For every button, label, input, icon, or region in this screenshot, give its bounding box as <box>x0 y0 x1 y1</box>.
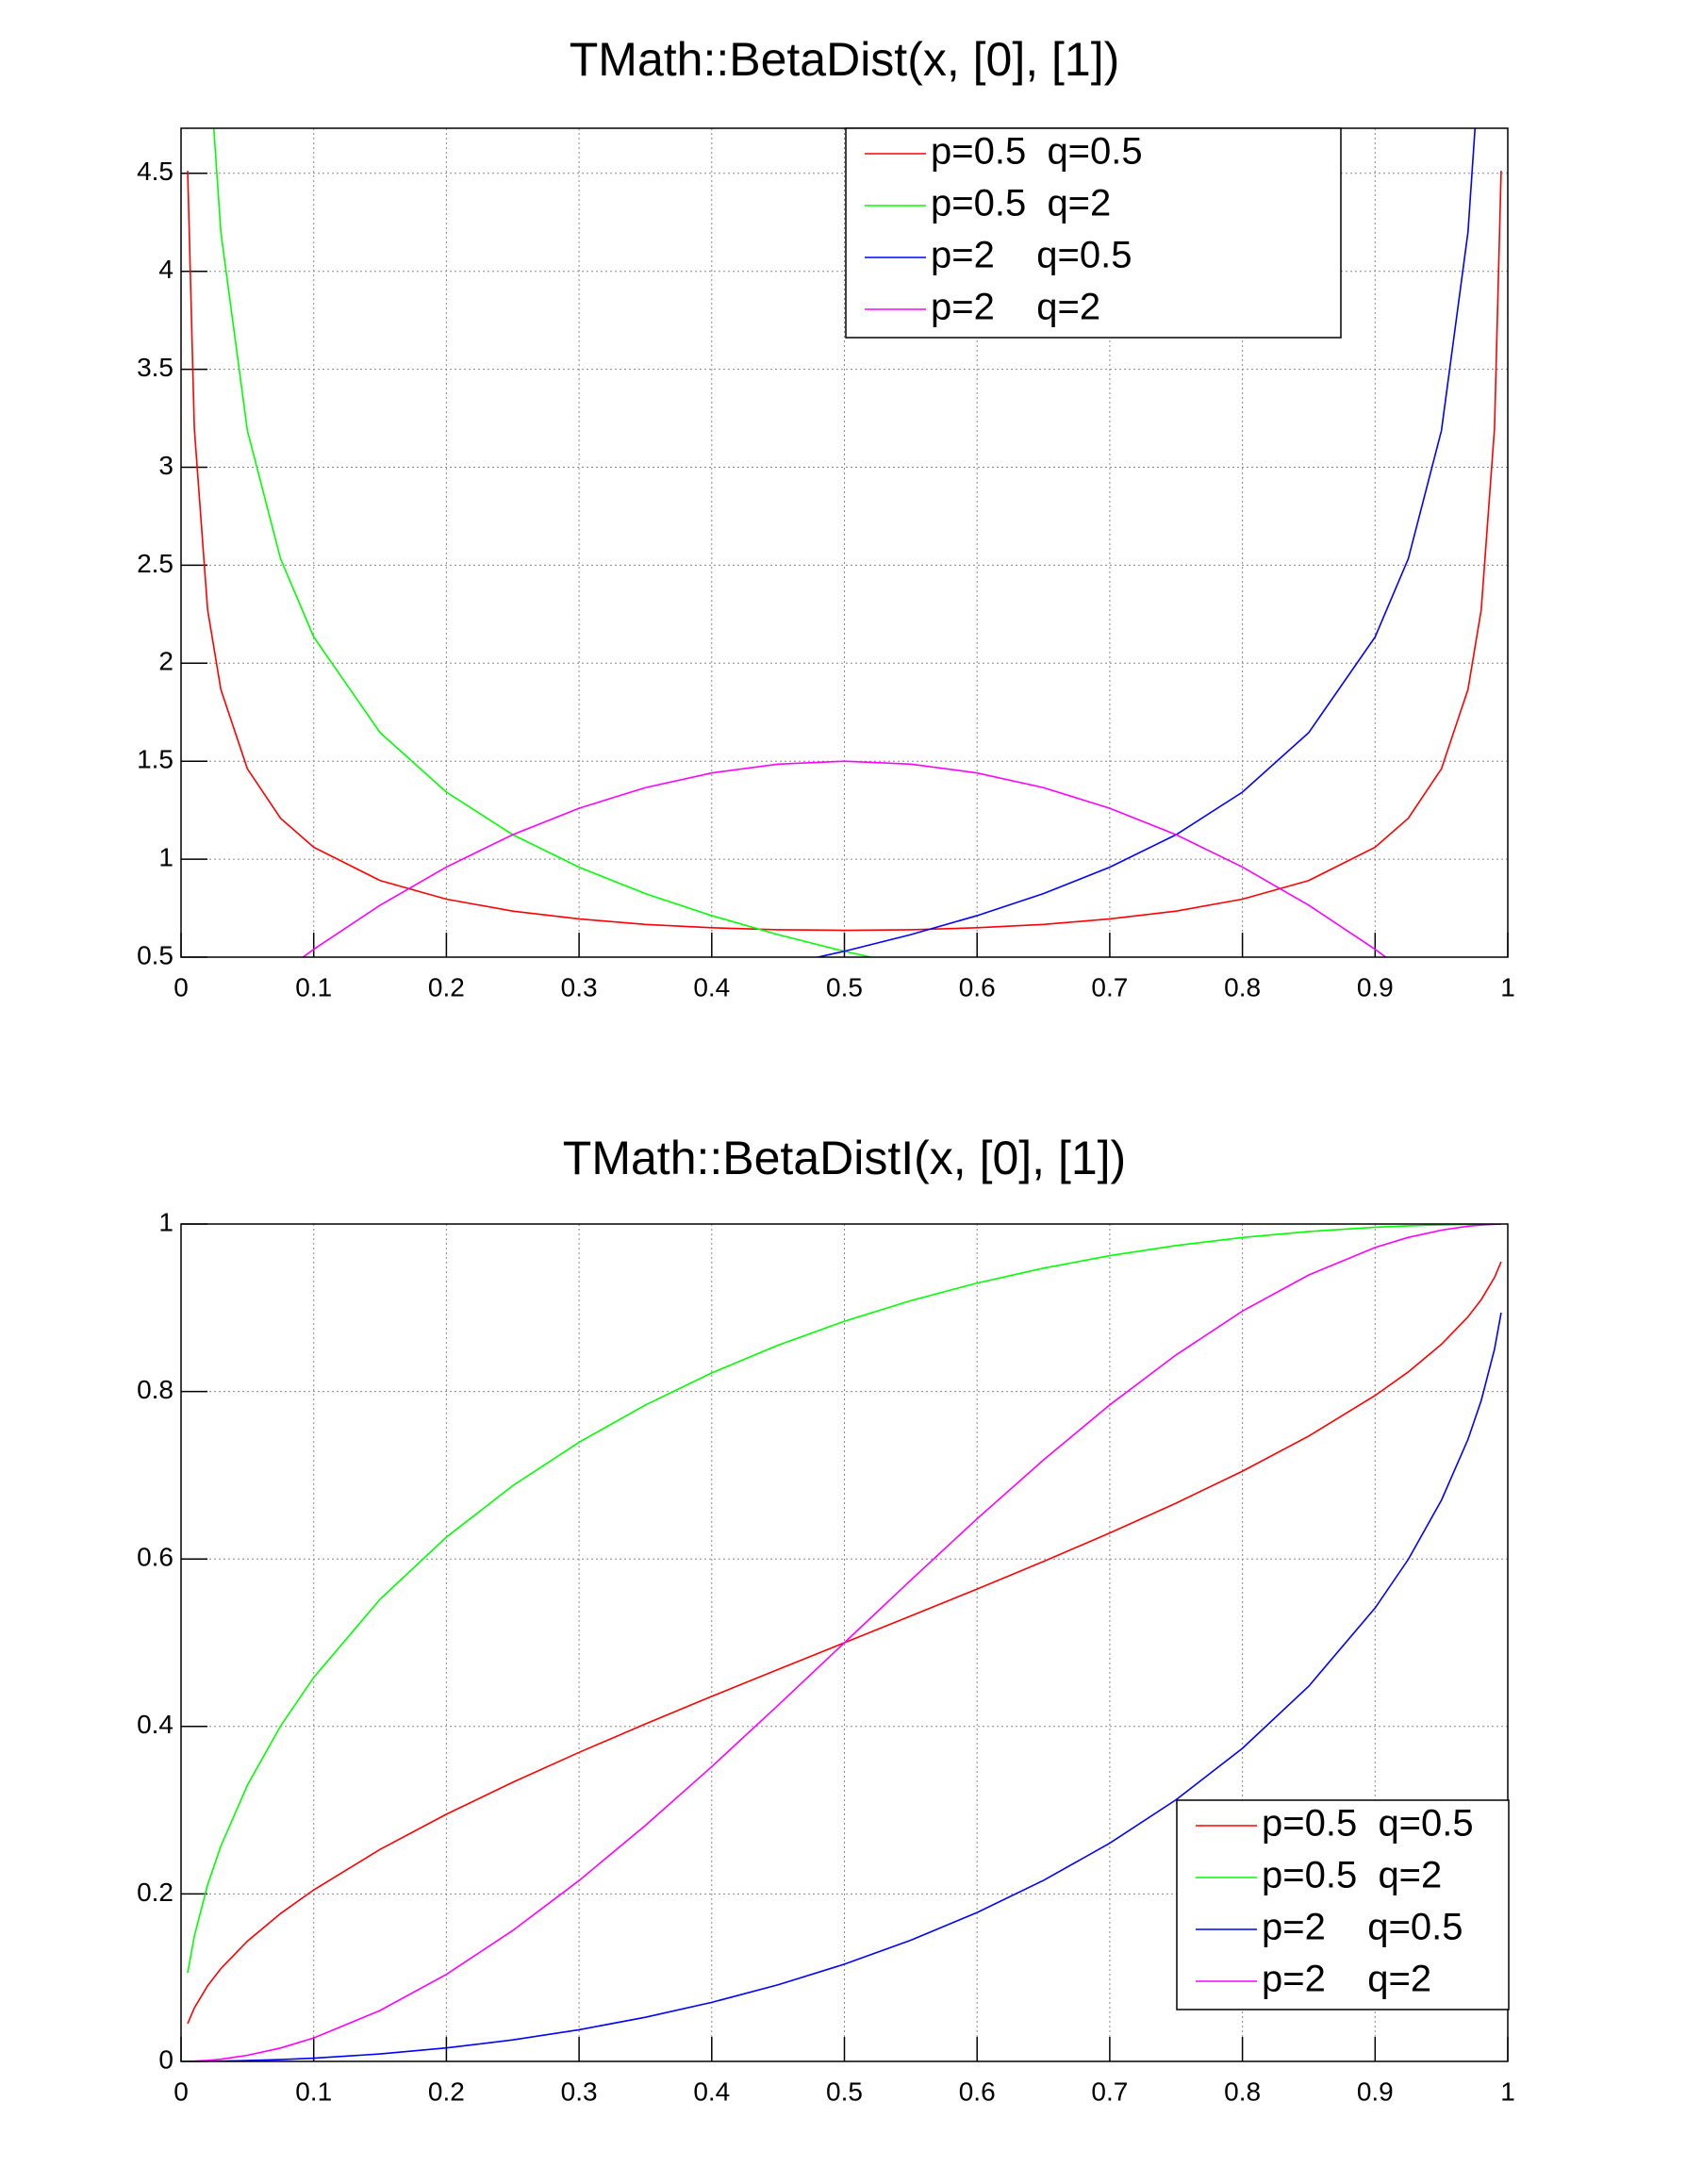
x-tick-label: 0.3 <box>561 972 598 1001</box>
x-tick-label: 0 <box>174 972 189 1001</box>
y-tick-label: 1 <box>158 1207 174 1236</box>
legend-label: p=2 q=0.5 <box>1262 1907 1463 1948</box>
x-tick-label: 0.8 <box>1224 972 1261 1001</box>
y-tick-label: 0.8 <box>137 1375 174 1404</box>
y-tick-label: 0 <box>158 2044 174 2074</box>
plot-frame <box>180 127 1509 958</box>
legend-label: p=0.5 q=0.5 <box>1262 1803 1474 1845</box>
x-tick-label: 0.9 <box>1357 2076 1394 2106</box>
line-series <box>188 1312 1502 2061</box>
y-tick-label: 4 <box>158 255 174 284</box>
y-tick-label: 0.6 <box>137 1543 174 1572</box>
y-tick-label: 0.5 <box>137 940 174 969</box>
legend-box <box>1176 1799 1510 2010</box>
legend-label: p=2 q=0.5 <box>931 235 1132 276</box>
y-tick-label: 2 <box>158 647 174 676</box>
x-tick-label: 0.6 <box>959 2076 996 2106</box>
x-tick-label: 0.3 <box>561 2076 598 2106</box>
y-tick-label: 1.5 <box>137 745 174 774</box>
y-tick-label: 0.4 <box>137 1710 174 1739</box>
legend-label: p=0.5 q=0.5 <box>931 131 1143 173</box>
chart-title: TMath::BetaDist(x, [0], [1]) <box>570 33 1120 86</box>
y-tick-label: 3.5 <box>137 353 174 382</box>
x-tick-label: 1 <box>1500 2076 1515 2106</box>
line-series <box>301 760 1388 957</box>
x-tick-label: 0.5 <box>826 2076 863 2106</box>
chart-title: TMath::BetaDistI(x, [0], [1]) <box>563 1132 1126 1184</box>
y-tick-label: 4.5 <box>137 157 174 186</box>
legend-label: p=2 q=2 <box>1262 1959 1431 2000</box>
line-series <box>188 1224 1501 2061</box>
legend: p=0.5 q=0.5 p=0.5 q=2 p=2 q=0.5 p=2 q=2 <box>845 127 1342 339</box>
chart: TMath::BetaDist(x, [0], [1])0 0.1 0.2 0.3 0.… <box>137 33 1515 1001</box>
x-tick-label: 0.5 <box>826 972 863 1001</box>
x-tick-label: 0.1 <box>295 972 332 1001</box>
x-tick-label: 0.6 <box>959 972 996 1001</box>
legend: p=0.5 q=0.5 p=0.5 q=2 p=2 q=0.5 p=2 q=2 <box>1176 1799 1510 2010</box>
y-tick-label: 1 <box>158 842 174 871</box>
x-tick-label: 0.2 <box>428 2076 465 2106</box>
x-tick-label: 1 <box>1500 972 1515 1001</box>
plot-frame <box>180 1223 1509 2062</box>
y-tick-label: 2.5 <box>137 549 174 578</box>
legend-box <box>845 127 1342 339</box>
x-tick-label: 0 <box>174 2076 189 2106</box>
chart: TMath::BetaDistI(x, [0], [1])0 0.1 0.2 0.3 0… <box>137 1132 1515 2106</box>
y-tick-label: 0.2 <box>137 1878 174 1907</box>
legend-label: p=0.5 q=2 <box>931 183 1111 224</box>
x-tick-label: 0.7 <box>1091 2076 1128 2106</box>
x-tick-label: 0.7 <box>1091 972 1128 1001</box>
x-tick-label: 0.1 <box>295 2076 332 2106</box>
line-series <box>187 1224 1501 1974</box>
x-tick-label: 0.9 <box>1357 972 1394 1001</box>
line-series <box>187 171 1502 932</box>
y-tick-label: 3 <box>158 451 174 480</box>
legend-label: p=0.5 q=2 <box>1262 1855 1442 1896</box>
line-series <box>814 128 1477 957</box>
x-tick-label: 0.4 <box>693 972 730 1001</box>
x-tick-label: 0.4 <box>693 2076 730 2106</box>
x-tick-label: 0.2 <box>428 972 465 1001</box>
x-tick-label: 0.8 <box>1224 2076 1261 2106</box>
legend-label: p=2 q=2 <box>931 287 1100 328</box>
